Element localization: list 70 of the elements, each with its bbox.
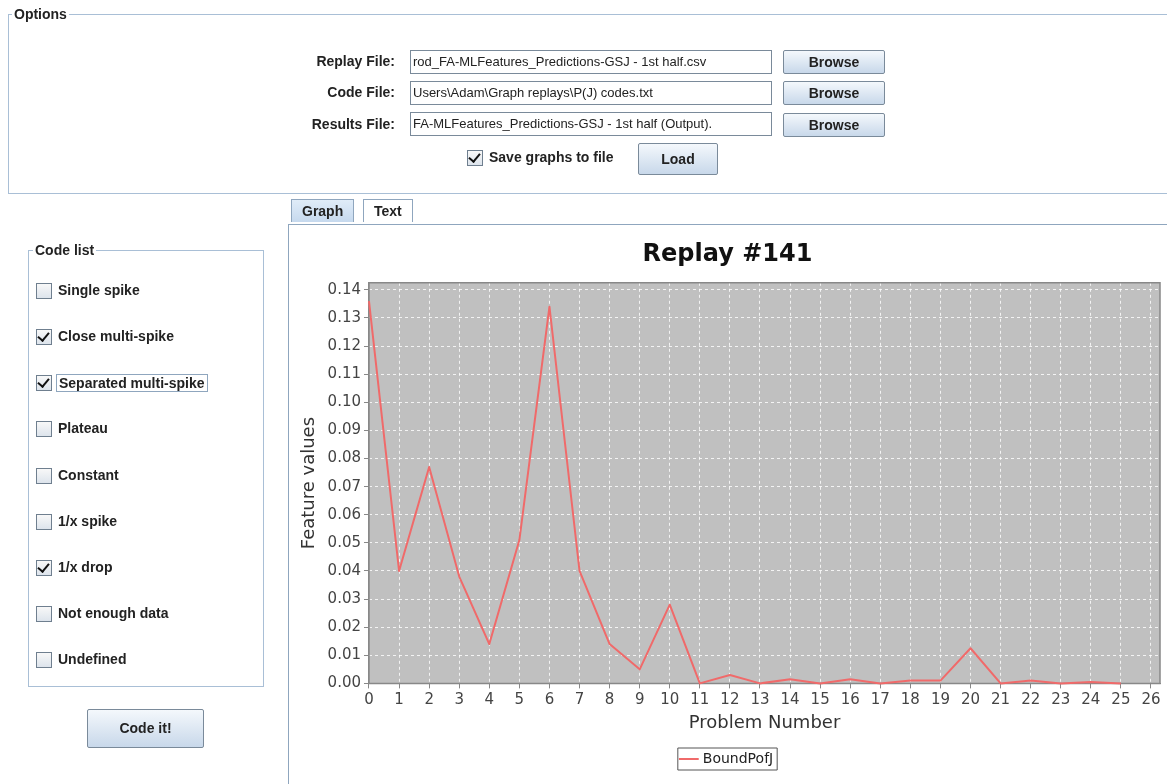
x-tick-label: 17	[870, 690, 890, 709]
x-tick-label: 19	[930, 690, 950, 709]
text: Save graphs to file	[489, 149, 614, 165]
x-tick-label: 15	[810, 690, 830, 709]
text: Constant	[58, 467, 119, 483]
y-tick-label: 0.05	[327, 532, 361, 551]
text: Text	[363, 199, 413, 222]
text: Options	[12, 6, 69, 22]
y-tick-label: 0.01	[327, 645, 361, 664]
x-tick-label: 25	[1111, 690, 1131, 709]
x-tick-label: 10	[660, 690, 680, 709]
x-tick-label: 8	[604, 690, 615, 709]
y-axis-title: Feature values	[297, 416, 319, 550]
x-tick-label: 9	[634, 690, 645, 709]
y-tick-label: 0.03	[327, 588, 361, 607]
text: Users\Adam\Graph replays\P(J) codes.txt	[410, 81, 772, 105]
y-tick-label: 0.02	[327, 617, 361, 636]
x-tick-label: 18	[900, 690, 920, 709]
text: Plateau	[58, 420, 108, 436]
x-tick-label: 16	[840, 690, 860, 709]
x-tick-label: 5	[514, 690, 525, 709]
text: Separated multi-spike	[56, 374, 208, 392]
y-tick-label: 0.11	[327, 364, 361, 383]
text: Code list	[33, 242, 97, 258]
legend-label: BoundPofJ	[702, 749, 774, 766]
text: rod_FA-MLFeatures_Predictions-GSJ - 1st half.csv	[410, 50, 772, 74]
text: 1/x drop	[58, 559, 113, 575]
y-tick-label: 0.14	[327, 279, 361, 298]
text: Browse	[783, 81, 885, 105]
x-tick-label: 26	[1141, 690, 1161, 709]
x-tick-label: 12	[720, 690, 740, 709]
y-tick-label: 0.12	[327, 335, 361, 354]
x-tick-label: 14	[780, 690, 800, 709]
x-tick-label: 24	[1081, 690, 1101, 709]
x-tick-label: 22	[1021, 690, 1041, 709]
x-tick-label: 2	[424, 690, 434, 709]
text: Code it!	[87, 709, 204, 748]
x-tick-label: 3	[454, 690, 464, 709]
text: Replay File:	[315, 53, 395, 69]
text: 1/x spike	[58, 513, 118, 529]
x-tick-label: 7	[574, 690, 585, 709]
text: Load	[638, 143, 718, 175]
x-tick-label: 0	[364, 690, 374, 709]
text: Code File:	[326, 84, 395, 100]
y-tick-label: 0.13	[327, 307, 361, 326]
text: FA-MLFeatures_Predictions-GSJ - 1st half (Output).	[410, 112, 772, 136]
text: Browse	[783, 113, 885, 137]
x-tick-label: 4	[484, 690, 495, 709]
y-tick-label: 0.10	[327, 392, 361, 411]
text: Results File:	[310, 116, 395, 132]
x-axis-title: Problem Number	[688, 710, 841, 732]
x-tick-label: 23	[1051, 690, 1071, 709]
text: Browse	[783, 50, 885, 74]
x-tick-label: 6	[544, 690, 555, 709]
x-tick-label: 1	[394, 690, 404, 709]
text: Not enough data	[58, 605, 169, 621]
y-tick-label: 0.09	[327, 420, 361, 439]
y-tick-label: 0.06	[327, 504, 361, 523]
text: Single spike	[58, 282, 140, 298]
y-tick-label: 0.07	[327, 476, 361, 495]
text: Close multi-spike	[58, 328, 174, 344]
y-tick-label: 0.04	[327, 560, 361, 579]
chart-title: Replay #141	[642, 238, 813, 267]
x-tick-label: 11	[690, 690, 710, 709]
x-tick-label: 20	[960, 690, 981, 709]
text: Undefined	[58, 651, 127, 667]
y-tick-label: 0.00	[327, 673, 361, 692]
x-tick-label: 13	[750, 690, 770, 709]
y-tick-label: 0.08	[327, 448, 361, 467]
x-tick-label: 21	[991, 690, 1011, 709]
